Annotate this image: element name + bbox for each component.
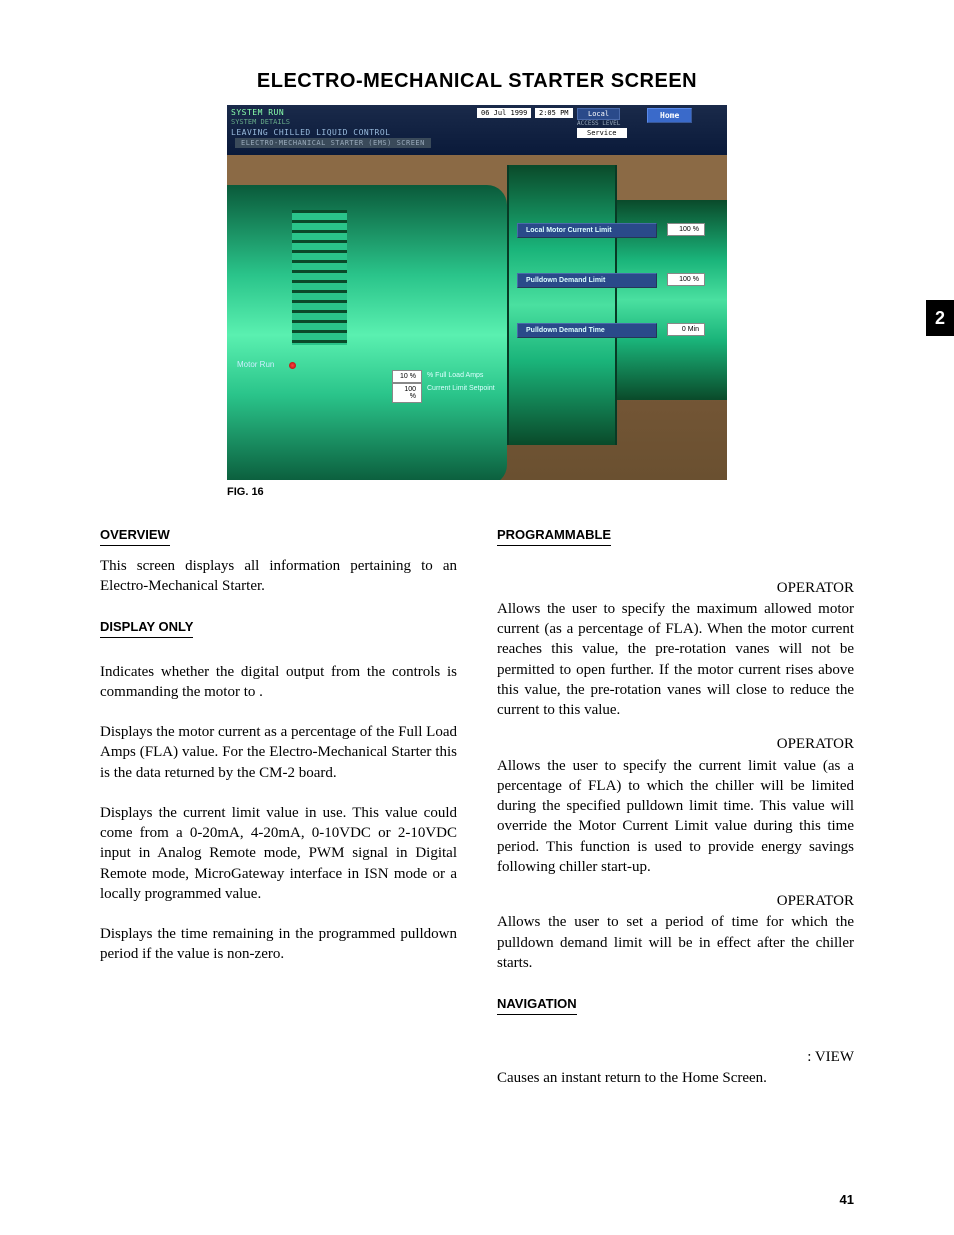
motor-run-led-icon [289,362,296,369]
service-display: Service [577,128,627,138]
starter-screenshot: Motor Run Local Motor Current Limit 100 %… [227,105,727,480]
fla-label-2: Current Limit Setpoint [427,385,495,392]
display-paragraph-1: Indicates whether the digital output fro… [100,662,457,703]
fla-label-1: % Full Load Amps [427,372,483,379]
display-only-heading: DISPLAY ONLY [100,618,193,638]
display-paragraph-2: Displays the motor current as a percenta… [100,722,457,783]
screenshot-body: Motor Run Local Motor Current Limit 100 %… [227,155,727,480]
screenshot-header: SYSTEM RUN SYSTEM DETAILS LEAVING CHILLE… [227,105,727,155]
date-display: 06 Jul 1999 [477,108,531,118]
navigation-paragraph: Causes an instant return to the Home Scr… [497,1068,854,1088]
system-run-label: SYSTEM RUN [231,108,284,117]
overview-heading: OVERVIEW [100,526,170,546]
motor-fins-graphic [292,210,347,345]
breadcrumb: ELECTRO-MECHANICAL STARTER (EMS) SCREEN [235,138,431,148]
role-operator-3: OPERATOR [497,891,854,911]
motor-run-label: Motor Run [237,360,274,369]
programmable-paragraph-3: Allows the user to set a period of time … [497,912,854,973]
right-column: PROGRAMMABLE OPERATOR Allows the user to… [497,518,854,1102]
panel-button[interactable]: Pulldown Demand Limit [517,273,657,288]
panel-value: 0 Min [667,323,705,336]
nav-role-view: : VIEW [497,1047,854,1067]
left-column: OVERVIEW This screen displays all inform… [100,518,457,1102]
navigation-heading: NAVIGATION [497,995,577,1015]
display-paragraph-4: Displays the time remaining in the progr… [100,924,457,965]
body-columns: OVERVIEW This screen displays all inform… [100,518,854,1102]
panel-value: 100 % [667,273,705,286]
programmable-paragraph-2: Allows the user to specify the current l… [497,756,854,878]
panel-button[interactable]: Pulldown Demand Time [517,323,657,338]
local-badge: Local [577,108,620,120]
motor-body-graphic [227,185,507,480]
fla-value-2: 100 % [392,383,422,403]
fla-value-1: 10 % [392,370,422,383]
system-details-label: SYSTEM DETAILS [231,118,290,126]
role-operator-2: OPERATOR [497,734,854,754]
display-paragraph-3: Displays the current limit value in use.… [100,803,457,904]
panel-value: 100 % [667,223,705,236]
control-mode-label: LEAVING CHILLED LIQUID CONTROL [231,128,391,137]
figure-caption: Fig. 16 [227,486,727,498]
motor-front-graphic [507,165,617,445]
section-tab: 2 [926,300,954,336]
overview-paragraph: This screen displays all information per… [100,556,457,597]
time-display: 2:05 PM [535,108,573,118]
page-number: 41 [840,1192,854,1207]
programmable-paragraph-1: Allows the user to specify the maximum a… [497,599,854,721]
access-level-label: ACCESS LEVEL [577,120,620,127]
figure-wrap: Motor Run Local Motor Current Limit 100 %… [227,105,727,498]
role-operator-1: OPERATOR [497,578,854,598]
programmable-heading: PROGRAMMABLE [497,526,611,546]
panel-button[interactable]: Local Motor Current Limit [517,223,657,238]
home-button[interactable]: Home [647,108,692,123]
page-title: ELECTRO-MECHANICAL STARTER SCREEN [100,70,854,93]
